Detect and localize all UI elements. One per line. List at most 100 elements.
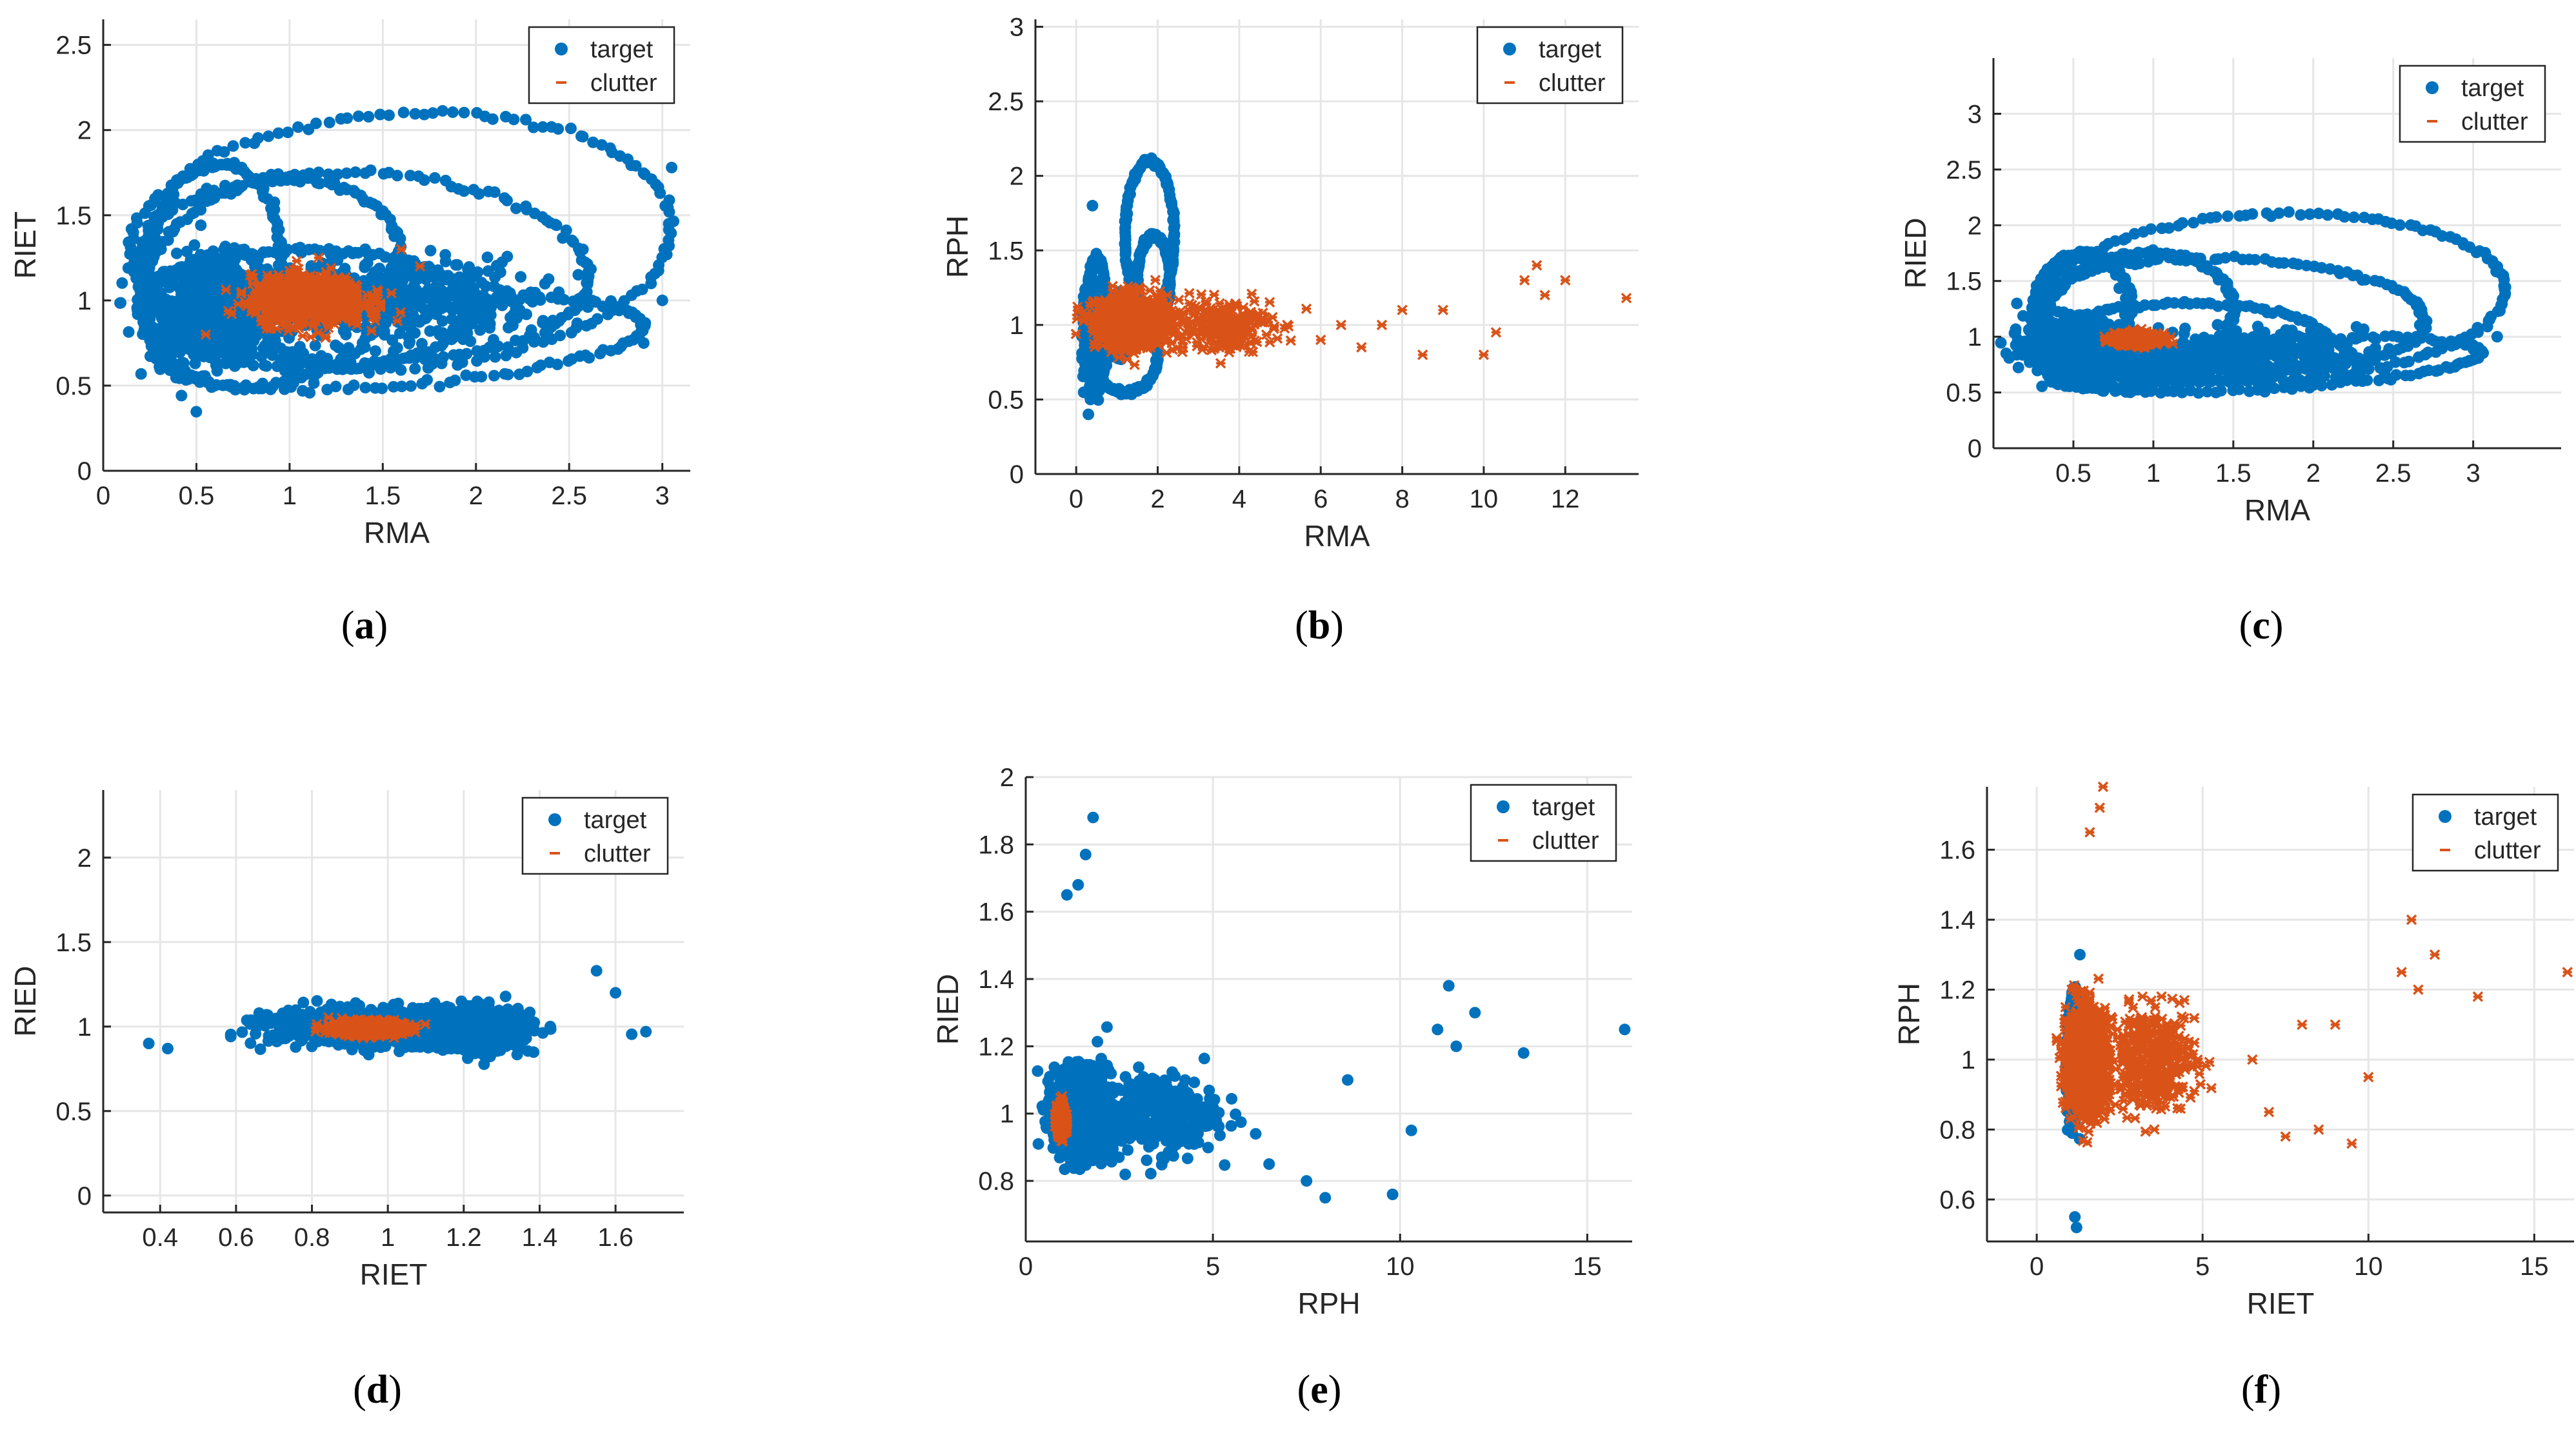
point-target bbox=[181, 246, 193, 257]
point-target bbox=[436, 315, 448, 327]
point-target bbox=[403, 295, 415, 308]
point-target bbox=[470, 304, 483, 317]
point-target bbox=[575, 130, 587, 143]
point-target bbox=[261, 360, 272, 372]
point-clutter bbox=[291, 255, 303, 267]
point-target bbox=[471, 106, 483, 119]
point-target bbox=[363, 111, 375, 123]
y-tick-label: 1.5 bbox=[55, 202, 92, 230]
point-target bbox=[348, 379, 360, 391]
point-target bbox=[446, 106, 459, 118]
point-target bbox=[279, 365, 291, 377]
point-target bbox=[1083, 408, 1095, 420]
point-target bbox=[421, 374, 433, 386]
x-tick-label: 1 bbox=[283, 482, 297, 510]
y-axis-label: RIET bbox=[8, 212, 42, 279]
point-target bbox=[330, 339, 342, 351]
point-target bbox=[135, 368, 147, 380]
legend-label-clutter: clutter bbox=[590, 70, 657, 97]
point-target bbox=[175, 390, 188, 402]
point-target bbox=[666, 161, 678, 173]
point-target bbox=[592, 313, 603, 325]
point-target bbox=[179, 284, 191, 297]
point-target bbox=[188, 239, 201, 251]
point-target bbox=[457, 307, 468, 319]
point-target bbox=[434, 380, 446, 393]
point-target bbox=[582, 275, 594, 288]
legend: target clutter bbox=[528, 26, 675, 104]
point-target bbox=[397, 106, 410, 119]
point-target bbox=[264, 341, 276, 353]
y-tick-label: 0.5 bbox=[55, 372, 92, 400]
data-marks bbox=[1070, 152, 1632, 420]
point-target bbox=[583, 351, 595, 364]
point-target bbox=[228, 380, 240, 392]
point-target bbox=[488, 370, 500, 382]
point-target bbox=[510, 304, 522, 316]
point-target bbox=[499, 192, 510, 204]
point-target bbox=[570, 322, 583, 334]
y-tick-label: 0 bbox=[77, 457, 92, 486]
point-target bbox=[463, 290, 475, 302]
point-target bbox=[199, 299, 211, 311]
x-tick-label: 2 bbox=[469, 482, 483, 510]
point-target bbox=[637, 337, 650, 349]
point-target bbox=[194, 282, 206, 295]
x-axis-label: RMA bbox=[364, 516, 430, 549]
point-target bbox=[247, 359, 259, 371]
point-target bbox=[515, 271, 527, 283]
point-target bbox=[303, 123, 315, 135]
point-target bbox=[239, 137, 252, 149]
point-target bbox=[1168, 230, 1181, 242]
point-target bbox=[308, 377, 320, 389]
point-target bbox=[663, 194, 675, 206]
point-target bbox=[181, 272, 194, 283]
point-target bbox=[209, 292, 221, 304]
point-target bbox=[484, 309, 497, 321]
panel-a: 0 0.5 1 1.5 2 2.5 300.511.522.5RMARIETtargetcl… bbox=[8, 19, 690, 647]
point-target bbox=[545, 292, 557, 304]
point-target bbox=[226, 268, 239, 280]
point-target bbox=[335, 113, 347, 125]
point-target bbox=[272, 127, 285, 139]
point-clutter bbox=[1129, 359, 1140, 370]
point-target bbox=[416, 301, 428, 313]
point-target bbox=[424, 325, 436, 337]
x-tick-label: 2.5 bbox=[551, 482, 587, 510]
point-target bbox=[330, 380, 342, 393]
point-target bbox=[481, 252, 494, 263]
point-target bbox=[439, 175, 452, 186]
point-target bbox=[403, 337, 415, 350]
point-target bbox=[587, 136, 599, 148]
point-target bbox=[114, 297, 126, 309]
point-target bbox=[475, 371, 488, 383]
point-target bbox=[499, 110, 512, 123]
point-target bbox=[560, 224, 572, 237]
point-target bbox=[572, 269, 584, 281]
point-target bbox=[424, 244, 437, 257]
legend-marker-target bbox=[555, 43, 568, 55]
point-target bbox=[409, 327, 421, 339]
point-target bbox=[665, 227, 677, 239]
point-target bbox=[285, 381, 297, 393]
y-tick-label: 2.5 bbox=[55, 32, 92, 60]
legend-label-target: target bbox=[590, 36, 654, 63]
point-target bbox=[419, 312, 432, 324]
point-target bbox=[116, 277, 128, 289]
point-target bbox=[292, 121, 305, 133]
x-tick-label: 3 bbox=[655, 482, 670, 510]
point-target bbox=[190, 406, 203, 418]
point-target bbox=[253, 382, 265, 395]
point-target bbox=[123, 326, 135, 338]
point-clutter bbox=[1150, 275, 1161, 286]
point-target bbox=[396, 265, 408, 277]
point-target bbox=[359, 167, 372, 179]
point-target bbox=[524, 293, 536, 306]
x-tick-label: 0 bbox=[96, 482, 110, 510]
point-target bbox=[370, 345, 381, 357]
point-target bbox=[219, 241, 232, 253]
point-target bbox=[195, 272, 208, 284]
point-target bbox=[437, 351, 450, 363]
point-target bbox=[453, 292, 465, 304]
